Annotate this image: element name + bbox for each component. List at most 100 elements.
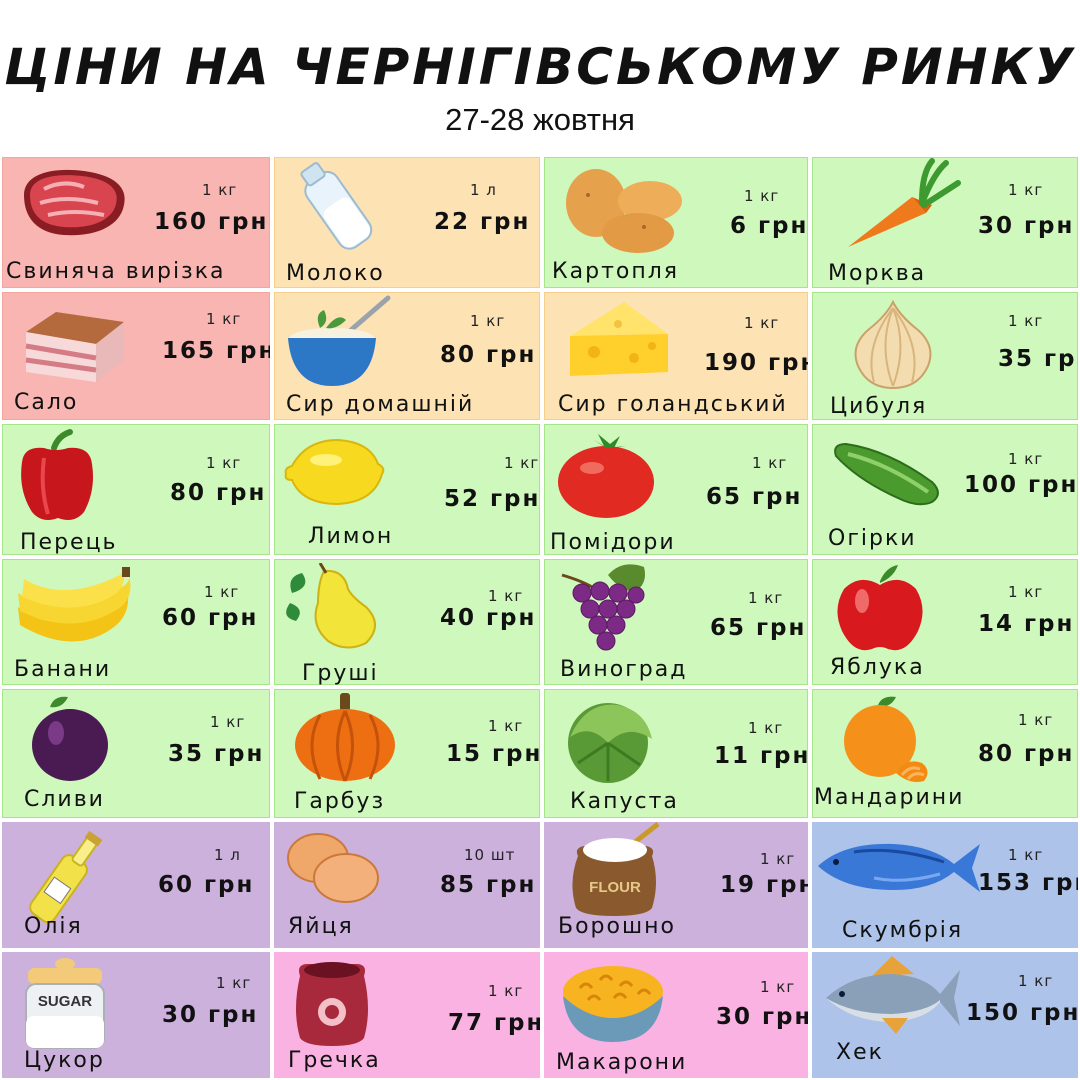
price-card-pumpkin: 1 кг 15 грн Гарбуз <box>272 687 542 820</box>
price-card-sugar: SUGAR 1 кг 30 грн Цукор <box>0 950 272 1080</box>
unit-label: 1 л <box>214 846 241 864</box>
price-value: 77 грн <box>448 1010 542 1036</box>
product-name: Мандарини <box>814 785 965 810</box>
unit-label: 1 кг <box>744 187 780 205</box>
product-name: Перець <box>20 530 118 555</box>
price-card-bananas: 1 кг 60 грн Банани <box>0 557 272 687</box>
price-card-cabbage: 1 кг 11 грн Капуста <box>542 687 810 820</box>
unit-label: 1 кг <box>1018 972 1054 990</box>
onion-icon <box>854 299 932 390</box>
price-card-pepper: 1 кг 80 грн Перець <box>0 422 272 557</box>
product-name: Хек <box>836 1040 884 1065</box>
price-card-mackerel: 1 кг 153 грн Скумбрія <box>810 820 1080 950</box>
price-value: 65 грн <box>706 484 803 510</box>
unit-label: 10 шт <box>464 846 516 864</box>
unit-label: 1 кг <box>206 310 242 328</box>
unit-label: 1 кг <box>210 713 246 731</box>
price-value: 65 грн <box>710 615 807 641</box>
tomato-icon <box>558 434 654 518</box>
bacon-icon <box>25 312 124 382</box>
unit-label: 1 л <box>470 181 497 199</box>
price-value: 22 грн <box>434 209 531 235</box>
product-name: Картопля <box>552 259 680 284</box>
product-name: Сливи <box>24 787 105 812</box>
price-value: 85 грн <box>440 872 537 898</box>
product-name: Олія <box>24 914 83 939</box>
cottage-cheese-bowl-icon <box>288 295 391 386</box>
carrot-icon <box>848 158 961 247</box>
product-name: Цукор <box>24 1048 105 1073</box>
potato-icon <box>566 169 682 253</box>
product-name: Свиняча вирізка <box>6 259 226 284</box>
price-value: 190 грн <box>704 350 810 376</box>
price-value: 35 грн <box>168 741 265 767</box>
unit-label: 1 кг <box>748 589 784 607</box>
pepper-icon <box>21 429 93 520</box>
price-card-lemon: 1 кг 52 грн Лимон <box>272 422 542 557</box>
unit-label: 1 кг <box>206 454 242 472</box>
plum-icon <box>32 696 108 781</box>
product-name: Морква <box>828 261 927 286</box>
price-value: 30 грн <box>716 1004 810 1030</box>
cabbage-icon <box>568 703 652 783</box>
unit-label: 1 кг <box>744 314 780 332</box>
unit-label: 1 кг <box>488 717 524 735</box>
price-value: 80 грн <box>978 741 1075 767</box>
price-value: 52 грн <box>444 486 541 512</box>
price-card-tangerines: 1 кг 80 грн Мандарини <box>810 687 1080 820</box>
price-value: 150 грн <box>966 1000 1080 1026</box>
meat-icon <box>24 169 125 236</box>
price-card-pasta: 1 кг 30 грн Макарони <box>542 950 810 1080</box>
price-value: 60 грн <box>162 605 259 631</box>
svg-text:FLOUR: FLOUR <box>589 879 641 896</box>
price-card-onion: 1 кг 35 грн Цибуля <box>810 290 1080 422</box>
price-grid: 1 кг 160 грн Свиняча вирізка 1 л 22 грн … <box>0 155 1080 1080</box>
grapes-icon <box>561 564 645 651</box>
product-name: Груші <box>302 661 379 686</box>
product-name: Помідори <box>550 530 676 555</box>
price-value: 40 грн <box>440 605 537 631</box>
product-name: Лимон <box>308 524 394 549</box>
price-card-cucumber: 1 кг 100 грн Огірки <box>810 422 1080 557</box>
price-value: 15 грн <box>446 741 542 767</box>
product-name: Гречка <box>288 1048 381 1073</box>
price-card-carrot: 1 кг 30 грн Морква <box>810 155 1080 290</box>
price-card-eggs: 10 шт 85 грн Яйця <box>272 820 542 950</box>
price-card-dutch-cheese: 1 кг 190 грн Сир голандський <box>542 290 810 422</box>
unit-label: 1 кг <box>1008 312 1044 330</box>
price-value: 165 грн <box>162 338 272 364</box>
sugar-jar-icon: SUGAR <box>25 958 105 1049</box>
unit-label: 1 кг <box>1008 450 1044 468</box>
product-name: Молоко <box>286 261 385 286</box>
price-value: 19 грн <box>720 872 810 898</box>
product-name: Макарони <box>556 1050 688 1075</box>
product-name: Гарбуз <box>294 789 386 814</box>
price-value: 11 грн <box>714 743 810 769</box>
price-value: 153 грн <box>978 870 1078 896</box>
hake-fish-icon <box>826 956 960 1034</box>
milk-bottle-icon <box>300 162 373 250</box>
pumpkin-icon <box>295 693 395 782</box>
cucumber-icon <box>834 442 939 506</box>
unit-label: 1 кг <box>470 312 506 330</box>
apple-icon <box>837 565 923 651</box>
page-title: ЦІНИ НА ЧЕРНІГІВСЬКОМУ РИНКУ <box>4 38 1076 96</box>
eggs-icon <box>287 833 379 903</box>
cheese-icon <box>570 302 668 376</box>
price-card-hake: 1 кг 150 грн Хек <box>810 950 1080 1080</box>
price-value: 14 грн <box>978 611 1075 637</box>
unit-label: 1 кг <box>760 850 796 868</box>
pasta-bowl-icon <box>563 966 663 1042</box>
unit-label: 1 кг <box>748 719 784 737</box>
product-name: Скумбрія <box>842 918 964 943</box>
product-name: Сир голандський <box>558 392 788 417</box>
price-value: 100 грн <box>964 472 1079 498</box>
tangerine-icon <box>844 696 928 782</box>
oil-bottle-icon <box>29 830 103 924</box>
unit-label: 1 кг <box>202 181 238 199</box>
product-name: Сало <box>14 390 79 415</box>
price-card-grapes: 1 кг 65 грн Виноград <box>542 557 810 687</box>
product-name: Цибуля <box>830 394 928 419</box>
product-name: Виноград <box>560 657 688 682</box>
unit-label: 1 кг <box>504 454 540 472</box>
